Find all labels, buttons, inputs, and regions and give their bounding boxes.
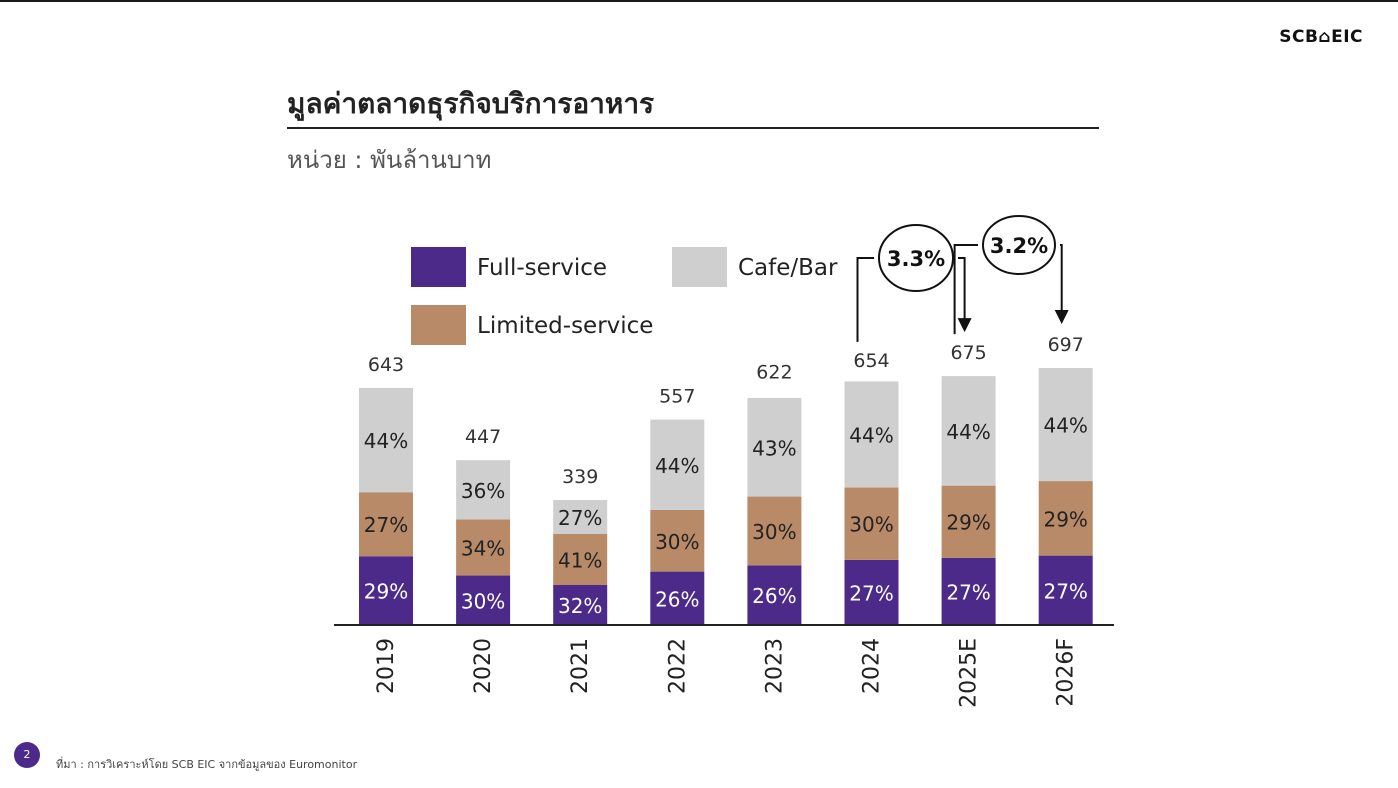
- bar-segment-cafe-bar-2022: [650, 419, 705, 510]
- bar-segment-full-service-2022: [650, 571, 705, 625]
- segment-label-2023-1: 30%: [752, 520, 796, 544]
- bar-segment-cafe-bar-2021: [553, 500, 608, 534]
- growth-connector-left-1: [953, 244, 978, 335]
- segment-label-2025E-1: 29%: [946, 511, 990, 535]
- total-label-2024: 654: [853, 350, 889, 372]
- bar-segment-full-service-2020: [456, 575, 511, 625]
- bar-segment-limited-service-2024: [844, 487, 899, 560]
- bar-segment-limited-service-2022: [650, 509, 705, 572]
- bar-segment-cafe-bar-2023: [747, 397, 802, 497]
- legend-label-cafe-bar: Cafe/Bar: [738, 255, 838, 281]
- x-tick-label-2026F: 2026F: [1054, 638, 1079, 707]
- segment-label-2022-0: 26%: [655, 587, 699, 611]
- segment-label-2021-0: 32%: [558, 594, 602, 618]
- growth-connector-left-0: [856, 257, 874, 342]
- total-label-2019: 643: [368, 354, 404, 376]
- segment-label-2019-2: 44%: [364, 429, 408, 453]
- bar-segment-full-service-2024: [844, 559, 899, 625]
- segment-label-2024-2: 44%: [849, 423, 893, 447]
- x-tick-label-2021: 2021: [568, 638, 593, 694]
- segment-label-2022-1: 30%: [655, 530, 699, 554]
- unit-label: หน่วย : พันล้านบาท: [287, 146, 492, 174]
- legend-label-limited-service: Limited-service: [477, 313, 653, 339]
- growth-circle-0: [878, 224, 954, 292]
- bar-segment-cafe-bar-2019: [359, 387, 413, 493]
- segment-label-2023-2: 43%: [752, 436, 796, 460]
- segment-label-2026F-1: 29%: [1043, 507, 1087, 531]
- segment-label-2021-1: 41%: [558, 548, 602, 572]
- page-number-badge: 2: [14, 742, 40, 768]
- x-tick-label-2022: 2022: [665, 638, 690, 694]
- bar-segment-limited-service-2023: [747, 496, 802, 566]
- bar-segment-limited-service-2021: [553, 533, 608, 586]
- bar-segment-cafe-bar-2024: [844, 381, 899, 488]
- growth-arrowhead-1: [1054, 310, 1069, 324]
- segment-label-2020-1: 34%: [461, 537, 505, 561]
- legend-label-full-service: Full-service: [477, 255, 607, 281]
- segment-label-2026F-0: 27%: [1043, 579, 1087, 603]
- total-label-2022: 557: [659, 386, 695, 408]
- segment-label-2026F-2: 44%: [1043, 414, 1087, 438]
- growth-connector-right-0: [958, 257, 966, 321]
- segment-label-2019-0: 29%: [364, 580, 408, 604]
- title-divider: [287, 127, 1099, 129]
- total-label-2023: 622: [756, 362, 792, 384]
- bar-segment-limited-service-2019: [359, 492, 413, 557]
- total-label-2025E: 675: [950, 342, 986, 364]
- bar-segment-cafe-bar-2025E: [941, 376, 996, 486]
- bar-segment-limited-service-2026F: [1038, 481, 1093, 556]
- bar-segment-limited-service-2025E: [941, 485, 996, 558]
- x-tick-label-2023: 2023: [762, 638, 787, 694]
- segment-label-2023-0: 26%: [752, 584, 796, 608]
- growth-connector-right-1: [1060, 244, 1063, 312]
- x-tick-label-2024: 2024: [860, 638, 885, 694]
- top-border: [0, 0, 1398, 2]
- bar-segment-cafe-bar-2020: [456, 460, 511, 520]
- total-label-2020: 447: [465, 426, 501, 448]
- legend-swatch-full-service: [411, 247, 466, 287]
- bar-segment-full-service-2025E: [941, 557, 996, 625]
- segment-label-2024-0: 27%: [849, 581, 893, 605]
- bar-segment-full-service-2021: [553, 585, 608, 625]
- bar-segment-limited-service-2020: [456, 519, 511, 576]
- bar-segment-full-service-2023: [747, 565, 802, 625]
- source-note: ที่มา : การวิเคราะห์โดย SCB EIC จากข้อมู…: [56, 758, 358, 771]
- segment-label-2021-2: 27%: [558, 506, 602, 530]
- bar-segment-full-service-2026F: [1038, 555, 1093, 625]
- segment-label-2022-2: 44%: [655, 454, 699, 478]
- segment-label-2019-1: 27%: [364, 513, 408, 537]
- legend-swatch-limited-service: [411, 305, 466, 345]
- bar-segment-cafe-bar-2026F: [1038, 368, 1093, 482]
- segment-label-2024-1: 30%: [849, 513, 893, 537]
- legend-swatch-cafe-bar: [672, 247, 727, 287]
- segment-label-2020-2: 36%: [461, 479, 505, 503]
- segment-label-2025E-2: 44%: [946, 420, 990, 444]
- growth-label-0: 3.3%: [887, 247, 945, 271]
- x-tick-label-2019: 2019: [374, 638, 399, 694]
- x-tick-label-2025E: 2025E: [957, 638, 982, 708]
- bar-segment-full-service-2019: [359, 556, 413, 625]
- x-tick-label-2020: 2020: [471, 638, 496, 694]
- growth-label-1: 3.2%: [990, 234, 1048, 258]
- growth-circle-1: [982, 215, 1056, 275]
- page-title: มูลค่าตลาดธุรกิจบริการอาหาร: [287, 87, 655, 120]
- segment-label-2025E-0: 27%: [946, 580, 990, 604]
- total-label-2026F: 697: [1048, 334, 1084, 356]
- brand-logo: SCB⌂EIC: [1279, 27, 1363, 47]
- total-label-2021: 339: [562, 466, 598, 488]
- segment-label-2020-0: 30%: [461, 589, 505, 613]
- growth-arrowhead-0: [957, 318, 972, 333]
